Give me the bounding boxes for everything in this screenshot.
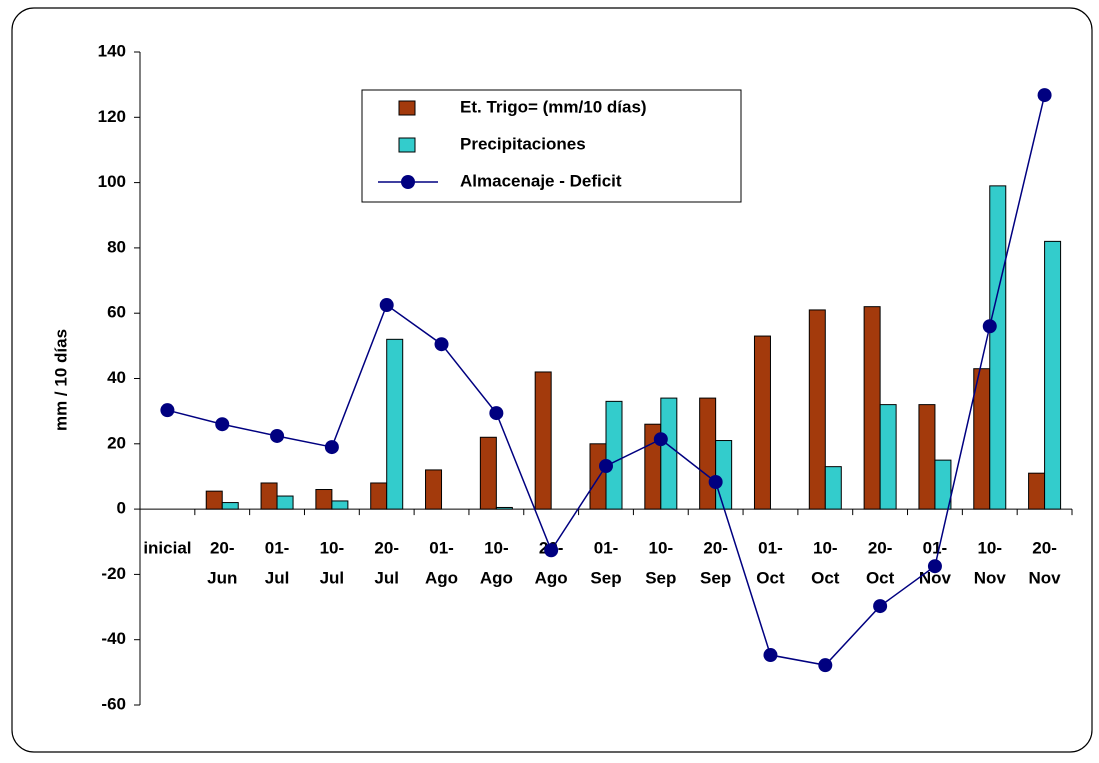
y-tick-label: 100	[98, 172, 126, 191]
y-tick-label: 120	[98, 107, 126, 126]
x-tick-label: Ago	[425, 569, 458, 588]
bar	[1028, 472, 1046, 510]
x-tick-label: 20-	[210, 539, 235, 558]
legend-swatch	[398, 100, 416, 116]
bar	[660, 397, 678, 510]
line-point	[270, 428, 285, 443]
bar	[370, 482, 388, 510]
bar	[205, 490, 223, 510]
bar	[589, 443, 607, 510]
line-point	[599, 459, 613, 474]
bar	[918, 404, 936, 510]
x-tick-label: Jul	[320, 569, 345, 588]
bar	[425, 469, 443, 510]
bar	[699, 397, 717, 510]
bar	[879, 404, 897, 510]
x-tick-label: 10-	[813, 539, 838, 558]
x-tick-label: Sep	[645, 569, 676, 588]
line-point	[379, 298, 394, 313]
x-tick-label: 01-	[923, 539, 948, 558]
line-point	[873, 599, 888, 614]
line-point	[215, 417, 230, 432]
x-tick-label: Ago	[480, 569, 513, 588]
x-tick-label: Oct	[756, 569, 785, 588]
y-tick-label: 140	[98, 41, 126, 60]
x-tick-label: 01-	[265, 539, 290, 558]
x-tick-label: Oct	[866, 569, 895, 588]
bar	[331, 500, 349, 510]
bar	[808, 309, 826, 510]
line-point	[927, 559, 942, 574]
y-tick-label: 0	[117, 499, 126, 518]
bar	[260, 482, 278, 510]
x-tick-label: Jun	[207, 569, 237, 588]
x-tick-label: Oct	[811, 569, 840, 588]
x-tick-label: 10-	[977, 539, 1002, 558]
x-tick-label: Jul	[374, 569, 399, 588]
x-tick-label: Jul	[265, 569, 290, 588]
bar	[386, 338, 404, 510]
y-tick-label: 60	[107, 303, 126, 322]
y-tick-label: -20	[101, 564, 126, 583]
legend-label: Et. Trigo= (mm/10 días)	[460, 97, 647, 116]
bar	[221, 502, 239, 510]
line-point	[1037, 88, 1052, 103]
chart-border	[11, 7, 1093, 753]
x-tick-label: Sep	[700, 569, 731, 588]
x-tick-label: Ago	[535, 569, 568, 588]
line-point	[434, 337, 449, 352]
line-point	[544, 543, 559, 558]
bar	[495, 506, 513, 510]
bar	[534, 371, 552, 510]
y-axis-label: mm / 10 días	[51, 329, 70, 431]
legend-swatch	[398, 137, 416, 153]
y-tick-label: 80	[107, 237, 126, 256]
y-tick-label: 40	[107, 368, 126, 387]
bar	[605, 400, 623, 510]
bar	[1044, 240, 1062, 510]
legend-marker	[401, 175, 415, 189]
bar	[989, 185, 1007, 510]
x-tick-label: 01-	[594, 539, 619, 558]
bar	[934, 459, 952, 510]
x-tick-label: 10-	[484, 539, 509, 558]
x-tick-label: 01-	[429, 539, 454, 558]
x-tick-label: 20-	[868, 539, 893, 558]
x-tick-label: 10-	[320, 539, 345, 558]
bar	[973, 368, 991, 510]
bar	[715, 440, 733, 510]
bar	[753, 335, 771, 510]
line-point	[708, 475, 723, 490]
x-tick-label: Sep	[590, 569, 621, 588]
x-tick-label: 20-	[374, 539, 399, 558]
bar	[863, 306, 881, 510]
y-tick-label: -60	[101, 694, 126, 713]
line-point	[982, 319, 997, 334]
line-point	[489, 406, 504, 421]
x-tick-label: 20-	[1032, 539, 1057, 558]
line-point	[763, 648, 778, 663]
x-tick-label: Nov	[1029, 569, 1062, 588]
legend-label: Almacenaje - Deficit	[460, 171, 622, 190]
x-tick-label: 10-	[649, 539, 674, 558]
bar	[479, 436, 497, 510]
legend-label: Precipitaciones	[460, 134, 586, 153]
y-tick-label: -40	[101, 629, 126, 648]
x-tick-label: 01-	[758, 539, 783, 558]
x-tick-label: Nov	[919, 569, 952, 588]
line-point	[818, 658, 833, 673]
line-point	[324, 440, 339, 455]
x-tick-label: Nov	[974, 569, 1007, 588]
legend-box	[361, 89, 742, 203]
bar	[315, 489, 333, 510]
bar	[824, 466, 842, 510]
line-point	[160, 403, 175, 418]
x-tick-label: inicial	[143, 539, 191, 558]
line-point	[653, 432, 668, 447]
y-tick-label: 20	[107, 433, 126, 452]
x-tick-label: 20-	[703, 539, 728, 558]
bar	[276, 495, 294, 510]
